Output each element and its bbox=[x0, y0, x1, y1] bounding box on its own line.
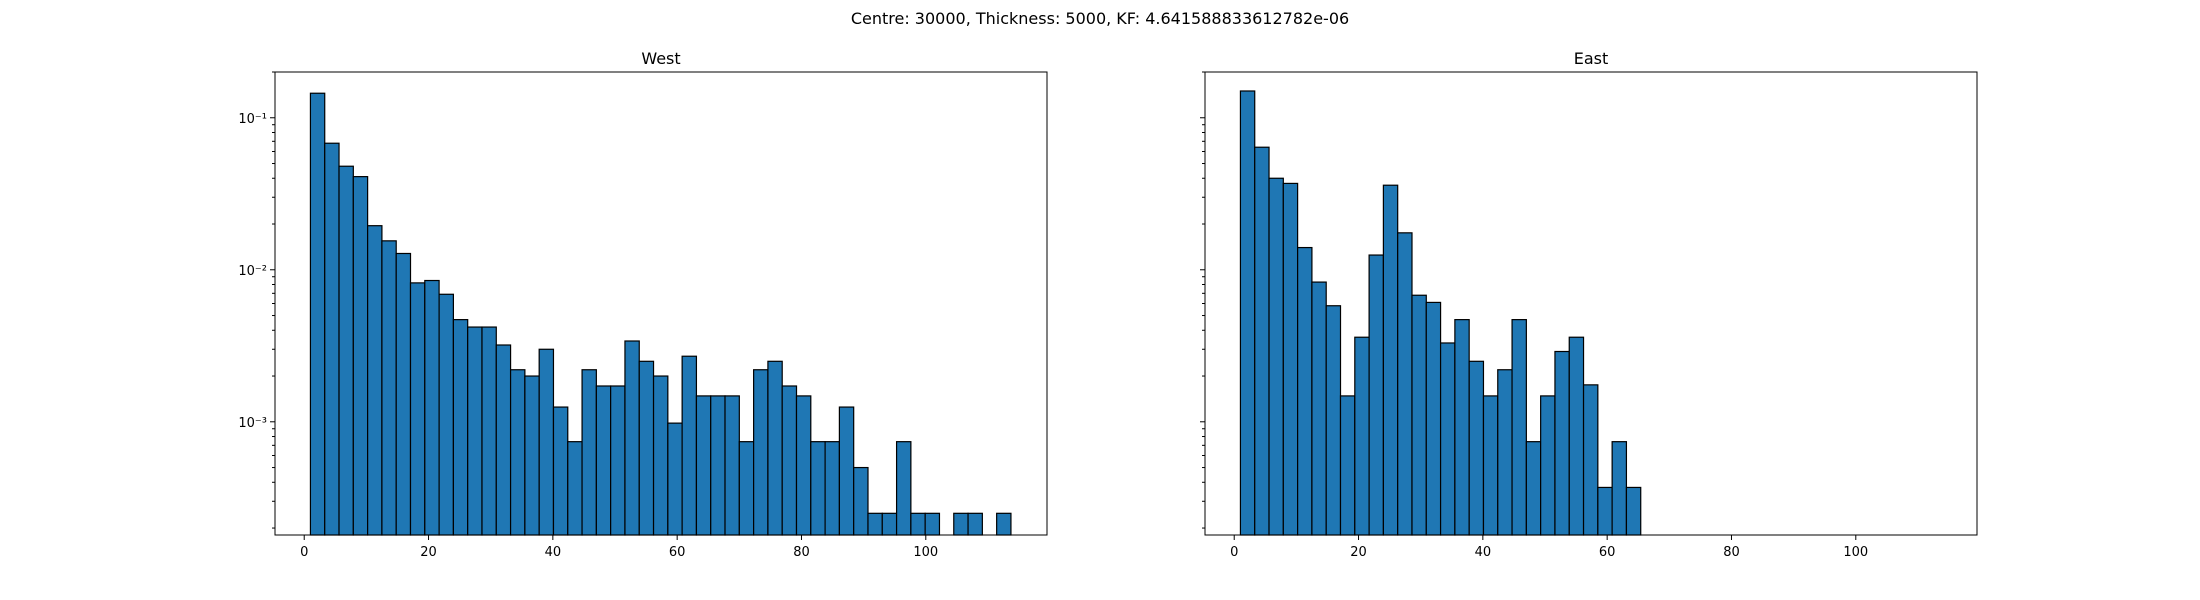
west-bar bbox=[567, 441, 583, 536]
east-bar bbox=[1568, 336, 1585, 536]
west-bar bbox=[509, 369, 526, 536]
east-bar bbox=[1325, 305, 1342, 536]
west-y-tick-label: 10⁻¹ bbox=[238, 112, 267, 127]
east-bar bbox=[1425, 301, 1442, 536]
west-bar bbox=[967, 512, 983, 536]
east-x-tick-label: 0 bbox=[1230, 545, 1238, 560]
east-x-tick-label: 80 bbox=[1723, 545, 1740, 560]
west-bar bbox=[481, 326, 497, 536]
figure-suptitle: Centre: 30000, Thickness: 5000, KF: 4.64… bbox=[851, 9, 1349, 28]
west-bar bbox=[581, 369, 597, 536]
west-bar bbox=[910, 512, 926, 536]
west-bar bbox=[424, 279, 440, 536]
east-bar bbox=[1382, 184, 1399, 536]
west-bar bbox=[395, 252, 412, 536]
east-bar bbox=[1354, 336, 1370, 536]
east-bar bbox=[1540, 395, 1556, 536]
west-bar bbox=[381, 240, 397, 536]
west-x-tick-label: 0 bbox=[300, 545, 308, 560]
east-bar bbox=[1454, 319, 1470, 536]
east-bar bbox=[1468, 360, 1485, 536]
west-bar bbox=[795, 395, 812, 536]
west-y-tick-label: 10⁻² bbox=[238, 264, 267, 279]
east-bar bbox=[1368, 254, 1384, 536]
west-bar bbox=[867, 512, 883, 536]
west-panel-title: West bbox=[641, 49, 680, 68]
west-bar bbox=[624, 340, 640, 536]
west-bar bbox=[652, 375, 669, 536]
west-bar bbox=[681, 355, 698, 536]
east-bar bbox=[1239, 90, 1256, 536]
west-bar bbox=[996, 512, 1012, 536]
west-bar bbox=[438, 293, 455, 536]
west-bar bbox=[610, 385, 626, 536]
west-bar bbox=[881, 512, 898, 536]
east-bar bbox=[1525, 441, 1542, 536]
west-x-tick-label: 40 bbox=[545, 545, 562, 560]
east-x-tick-label: 60 bbox=[1599, 545, 1616, 560]
east-bar bbox=[1268, 177, 1284, 536]
west-bar bbox=[724, 395, 740, 536]
west-y-tick-label: 10⁻³ bbox=[238, 416, 267, 431]
west-panel: West 0 20 40 60 80 100 10⁻³ 10⁻² 10⁻¹ bbox=[238, 49, 1048, 560]
west-bar bbox=[467, 326, 483, 536]
west-bar bbox=[695, 395, 712, 536]
west-bar bbox=[367, 225, 383, 536]
east-bar bbox=[1597, 486, 1613, 536]
west-bar bbox=[452, 319, 469, 536]
east-bar bbox=[1582, 384, 1599, 536]
east-bar bbox=[1311, 281, 1327, 536]
east-bar bbox=[1611, 441, 1628, 536]
west-bar bbox=[924, 512, 941, 536]
east-bar bbox=[1282, 182, 1299, 536]
west-x-tick-label: 20 bbox=[420, 545, 437, 560]
east-bar bbox=[1339, 395, 1356, 536]
west-bar bbox=[309, 92, 326, 536]
east-panel: East 0 20 40 60 80 100 bbox=[1200, 49, 1978, 560]
east-panel-title: East bbox=[1574, 49, 1609, 68]
west-bar bbox=[409, 282, 426, 536]
west-bar bbox=[810, 441, 826, 536]
west-bar bbox=[667, 422, 683, 536]
west-bar bbox=[638, 360, 655, 536]
west-bar bbox=[753, 369, 769, 536]
east-bar bbox=[1482, 395, 1499, 536]
west-bar bbox=[738, 441, 755, 536]
west-bar bbox=[953, 512, 969, 536]
east-bar bbox=[1625, 486, 1642, 536]
west-bar bbox=[538, 348, 555, 536]
east-bar bbox=[1254, 146, 1270, 536]
west-x-tick-label: 100 bbox=[913, 545, 938, 560]
east-bar bbox=[1554, 350, 1570, 536]
west-bar bbox=[838, 406, 855, 536]
west-bar bbox=[352, 176, 369, 536]
west-x-tick-label: 60 bbox=[669, 545, 686, 560]
west-bar bbox=[767, 360, 783, 536]
west-bar bbox=[595, 385, 612, 536]
east-x-tick-label: 20 bbox=[1350, 545, 1367, 560]
east-bar bbox=[1497, 369, 1513, 536]
west-bar bbox=[338, 165, 354, 536]
east-bar bbox=[1511, 319, 1527, 536]
east-bar bbox=[1439, 342, 1456, 536]
west-bar bbox=[895, 441, 912, 536]
west-bar bbox=[824, 441, 840, 536]
west-bar bbox=[324, 142, 340, 536]
west-bar bbox=[710, 395, 726, 536]
west-x-tick-label: 80 bbox=[793, 545, 810, 560]
east-bar bbox=[1397, 232, 1413, 536]
east-bar bbox=[1411, 294, 1427, 536]
east-bar bbox=[1297, 246, 1313, 536]
west-bar bbox=[495, 344, 512, 536]
west-bar bbox=[781, 385, 798, 536]
east-x-tick-label: 100 bbox=[1843, 545, 1868, 560]
west-bar bbox=[853, 466, 869, 536]
west-bar bbox=[524, 375, 540, 536]
east-x-tick-label: 40 bbox=[1475, 545, 1492, 560]
west-bar bbox=[552, 406, 569, 536]
